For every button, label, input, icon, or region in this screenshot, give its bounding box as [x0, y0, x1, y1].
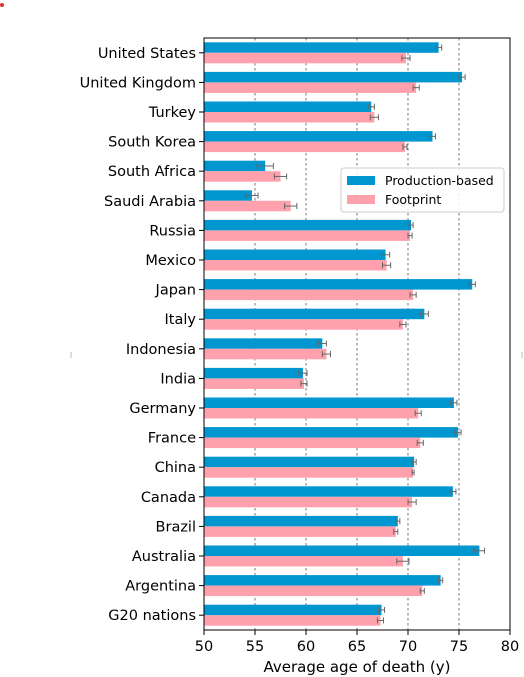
y-tick-label: United Kingdom [80, 75, 196, 91]
bar-production-based [204, 279, 473, 290]
y-tick-label: Mexico [145, 253, 196, 269]
bar-footprint [204, 615, 381, 626]
bar-footprint [204, 319, 403, 330]
y-tick-label: Saudi Arabia [104, 194, 196, 210]
x-axis-label: Average age of death (y) [264, 658, 451, 676]
bar-production-based [204, 456, 415, 468]
bar-footprint [204, 52, 406, 64]
bar-production-based [204, 545, 480, 556]
legend-frame [340, 167, 505, 213]
x-tick-label: 60 [297, 639, 315, 655]
bar-production-based [204, 71, 463, 83]
x-tick-label: 55 [246, 639, 264, 655]
y-tick-label: Indonesia [126, 342, 196, 358]
bar-footprint [204, 289, 414, 301]
bar-footprint [204, 260, 387, 271]
bar-production-based [204, 249, 386, 260]
y-tick-label: Brazil [156, 519, 196, 535]
y-tick-label: Canada [141, 490, 196, 506]
bar-footprint [204, 526, 396, 537]
y-tick-label: China [155, 460, 196, 476]
legend-label-footprint: Footprint [385, 192, 441, 207]
bar-production-based [204, 397, 454, 408]
bar-footprint [204, 408, 419, 419]
bar-footprint [204, 82, 417, 93]
y-tick-label: Argentina [125, 579, 196, 595]
bar-production-based [204, 308, 425, 320]
y-tick-label: France [148, 431, 196, 447]
bars [204, 42, 480, 626]
bar-footprint [204, 496, 413, 508]
y-tick-label: Turkey [148, 105, 197, 121]
x-tick-label: 75 [450, 639, 468, 655]
bar-production-based [204, 427, 458, 438]
corner-marker [0, 3, 4, 7]
y-tick-label: India [160, 371, 196, 387]
x-tick-label: 80 [501, 639, 519, 655]
legend-swatch-footprint [347, 195, 375, 204]
x-ticks: 50 55 60 65 70 75 80 [195, 630, 519, 655]
y-tick-label: Italy [165, 312, 197, 328]
edge-marks [70, 352, 523, 358]
bar-footprint [204, 585, 423, 597]
bar-footprint [204, 141, 405, 153]
x-tick-label: 70 [399, 639, 417, 655]
bar-production-based [204, 131, 433, 142]
bar-production-based [204, 160, 266, 172]
bar-footprint [204, 467, 414, 478]
y-tick-label: Japan [155, 283, 196, 299]
bar-production-based [204, 219, 412, 231]
bar-footprint [204, 200, 291, 212]
bar-production-based [204, 101, 372, 112]
y-tick-label: South Korea [108, 135, 196, 151]
bar-production-based [204, 575, 441, 586]
bar-footprint [204, 348, 327, 360]
bar-footprint [204, 378, 304, 389]
bar-production-based [204, 486, 453, 497]
x-tick-label: 65 [348, 639, 366, 655]
legend: Production-based Footprint [340, 167, 505, 213]
x-tick-label: 50 [195, 639, 213, 655]
bar-production-based [204, 42, 439, 53]
legend-label-production-based: Production-based [385, 173, 494, 188]
bar-footprint [204, 556, 403, 567]
y-tick-label: South Africa [108, 164, 196, 180]
y-tick-label: G20 nations [108, 608, 196, 624]
grid-lines [254, 38, 460, 630]
bar-production-based [204, 604, 382, 616]
bar-footprint [204, 171, 281, 182]
bar-production-based [204, 367, 303, 379]
error-bars [245, 44, 485, 624]
bar-production-based [204, 338, 323, 349]
bar-footprint [204, 112, 375, 123]
y-tick-label: Australia [132, 549, 196, 565]
bar-production-based [204, 515, 398, 527]
legend-swatch-production-based [347, 176, 375, 185]
bar-footprint [204, 437, 421, 449]
bar-production-based [204, 190, 252, 201]
y-tick-label: Germany [129, 401, 196, 417]
y-tick-label: Russia [149, 223, 196, 239]
bar-footprint [204, 230, 411, 241]
y-tick-labels: United States United Kingdom Turkey South K… [80, 46, 204, 624]
y-tick-label: United States [98, 46, 196, 62]
